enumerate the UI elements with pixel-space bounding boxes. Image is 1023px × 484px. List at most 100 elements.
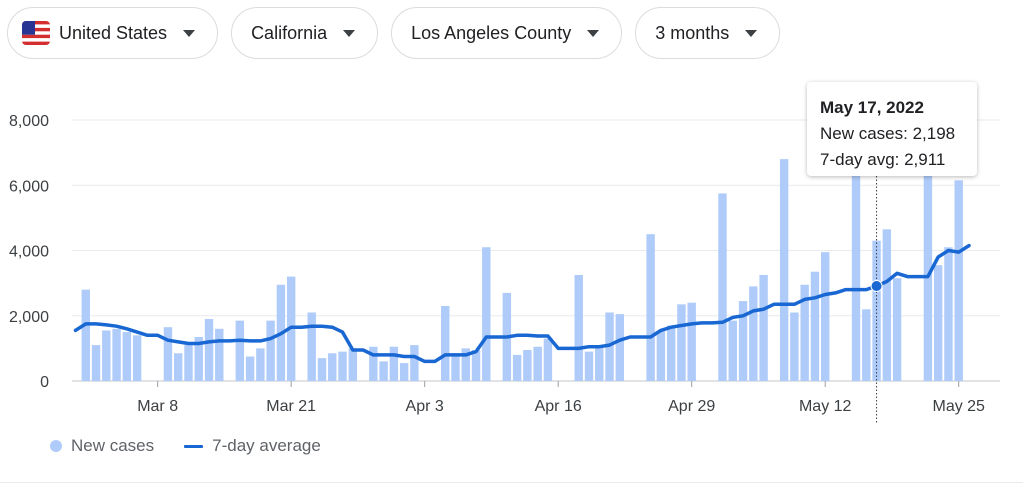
case-bar xyxy=(749,286,758,381)
case-bar xyxy=(851,159,861,381)
state-label: California xyxy=(251,22,328,43)
case-bar xyxy=(954,180,963,381)
new-cases-legend-label: New cases xyxy=(71,436,155,455)
time-range-label: 3 months xyxy=(655,22,730,43)
us-flag-icon xyxy=(22,21,50,45)
tooltip-avg: 7-day avg: 2,911 xyxy=(820,150,946,169)
chevron-down-icon xyxy=(587,29,600,37)
case-bar xyxy=(574,274,583,381)
case-bar xyxy=(389,346,399,381)
chevron-down-icon xyxy=(183,29,196,37)
case-bar xyxy=(687,302,696,381)
chevron-down-icon xyxy=(343,29,356,37)
case-bar xyxy=(163,327,173,381)
x-tick-label: Apr 3 xyxy=(406,398,444,415)
case-bar xyxy=(194,336,203,381)
case-bar xyxy=(399,363,409,381)
case-bar xyxy=(923,159,933,381)
case-bar xyxy=(512,354,522,381)
case-bar xyxy=(184,345,193,381)
case-bar xyxy=(317,358,327,381)
new-cases-legend-marker xyxy=(50,440,62,452)
case-bar xyxy=(944,247,953,381)
case-bar xyxy=(441,305,450,381)
case-bar xyxy=(102,330,111,381)
y-tick-label: 8,000 xyxy=(9,113,49,130)
case-bar xyxy=(584,351,594,381)
x-tick-label: Apr 29 xyxy=(668,398,715,415)
chart-legend: New cases 7-day average xyxy=(50,436,321,456)
case-bar xyxy=(174,353,183,381)
case-bar xyxy=(91,345,101,381)
case-bar xyxy=(256,348,265,381)
case-bar xyxy=(235,320,245,381)
case-bar xyxy=(892,278,902,381)
case-bar xyxy=(204,319,214,381)
x-tick-label: Mar 8 xyxy=(137,398,178,415)
y-tick-label: 2,000 xyxy=(9,309,49,326)
hover-point xyxy=(870,280,883,293)
divider xyxy=(0,482,1023,483)
case-bar xyxy=(482,247,491,381)
case-bar xyxy=(245,356,255,381)
case-bar xyxy=(369,346,378,381)
case-bar xyxy=(810,271,820,381)
y-tick-label: 0 xyxy=(40,374,49,391)
tooltip-new-cases: New cases: 2,198 xyxy=(820,124,956,143)
case-bar xyxy=(122,332,132,381)
x-tick-label: May 12 xyxy=(799,398,852,415)
case-bar xyxy=(615,314,625,381)
case-bar xyxy=(348,348,357,381)
case-bar xyxy=(718,193,727,381)
case-bar xyxy=(872,240,881,381)
y-tick-label: 4,000 xyxy=(9,244,49,261)
case-bar xyxy=(379,361,388,381)
case-bar xyxy=(646,234,655,381)
case-bar xyxy=(779,159,789,381)
case-bar xyxy=(759,274,768,381)
case-bar xyxy=(338,351,347,381)
case-bar xyxy=(738,301,748,381)
case-bar xyxy=(451,353,460,381)
y-tick-label: 6,000 xyxy=(9,178,49,195)
x-tick-label: May 25 xyxy=(932,398,985,415)
state-dropdown[interactable]: California xyxy=(231,7,379,59)
case-bar xyxy=(523,350,532,381)
case-bar xyxy=(882,229,892,381)
case-bar xyxy=(461,348,470,381)
case-bar xyxy=(800,284,809,381)
case-bar xyxy=(471,350,481,381)
country-dropdown[interactable]: United States xyxy=(7,7,219,59)
seven-day-average-line xyxy=(73,243,971,364)
case-bar xyxy=(112,328,121,381)
case-bar xyxy=(677,304,686,381)
case-bar xyxy=(266,320,275,381)
filter-bar: United States California Los Angeles Cou… xyxy=(7,7,781,59)
case-bar xyxy=(728,320,737,381)
avg-legend-label: 7-day average xyxy=(212,436,321,455)
x-tick-label: Apr 16 xyxy=(535,398,582,415)
case-bar xyxy=(821,252,830,381)
county-label: Los Angeles County xyxy=(411,22,572,43)
case-bar xyxy=(410,345,419,381)
case-bar xyxy=(790,312,799,381)
tooltip-date: May 17, 2022 xyxy=(820,98,924,117)
case-bar xyxy=(215,328,224,381)
case-bar xyxy=(307,312,316,381)
case-bar xyxy=(862,309,871,381)
case-bar xyxy=(595,345,604,381)
avg-legend-marker xyxy=(184,444,204,448)
case-bar xyxy=(656,330,666,381)
case-bar xyxy=(533,346,542,381)
case-bar xyxy=(328,353,337,381)
time-range-dropdown[interactable]: 3 months xyxy=(635,7,781,59)
county-dropdown[interactable]: Los Angeles County xyxy=(391,7,623,59)
case-bar xyxy=(132,335,142,381)
x-tick-label: Mar 21 xyxy=(266,398,316,415)
chevron-down-icon xyxy=(745,29,758,37)
case-bar xyxy=(543,338,553,381)
country-label: United States xyxy=(59,22,168,43)
case-bar xyxy=(81,289,90,381)
chart-tooltip: May 17, 2022 New cases: 2,198 7-day avg:… xyxy=(807,82,977,176)
